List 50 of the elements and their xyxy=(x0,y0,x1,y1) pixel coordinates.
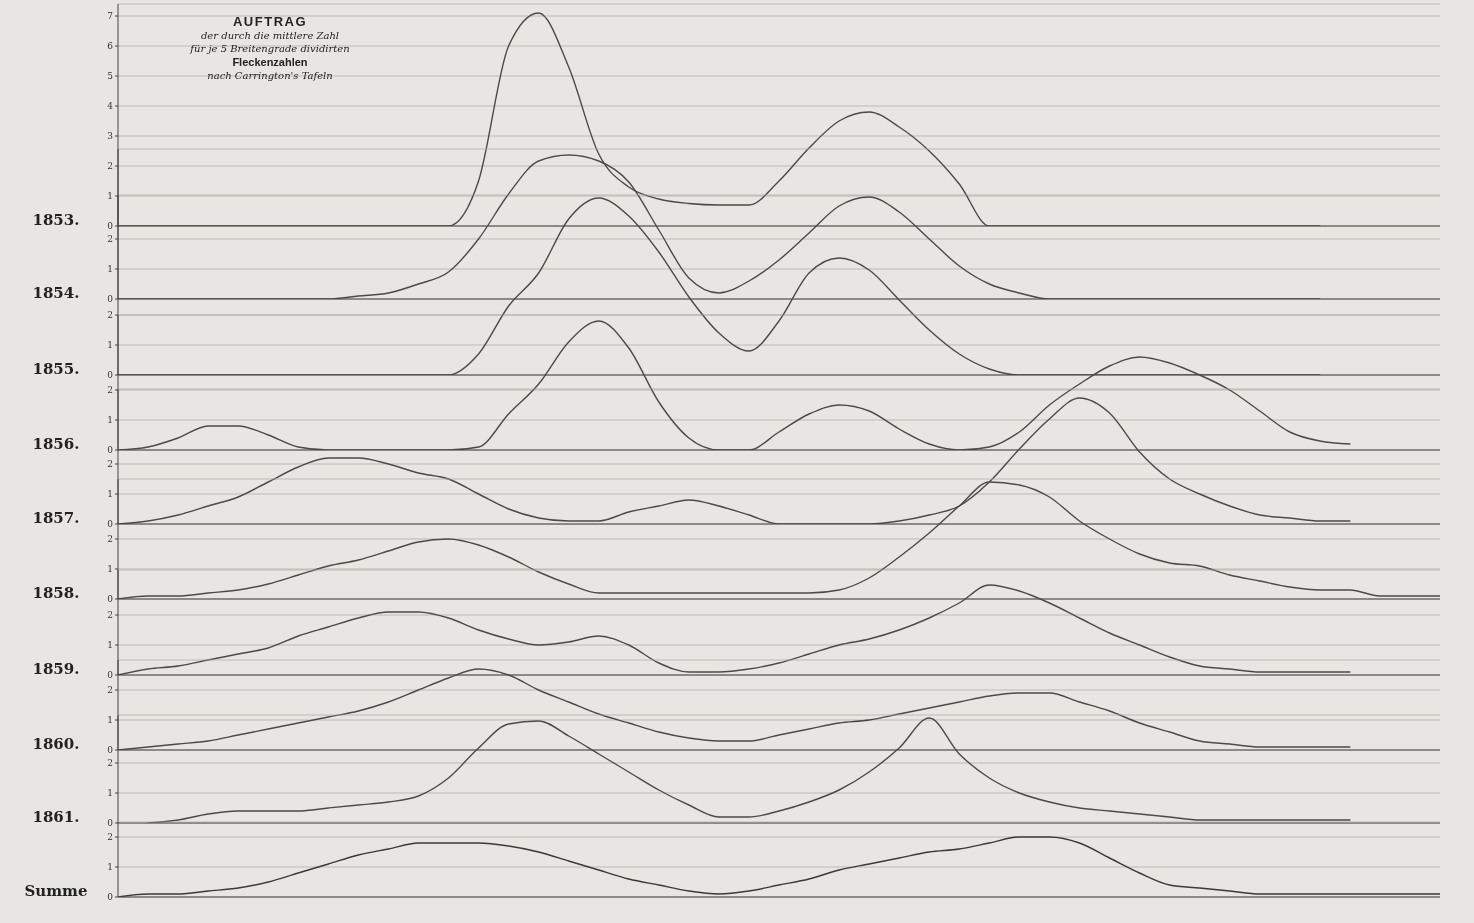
y-tick-label: 3 xyxy=(107,131,114,142)
y-tick-label: 1 xyxy=(107,640,113,651)
y-tick-label: 0 xyxy=(107,670,114,681)
y-tick-label: 2 xyxy=(107,385,113,396)
y-tick-label: 1 xyxy=(107,788,113,799)
y-axis-title: 1856. xyxy=(31,435,81,453)
y-tick-label: 2 xyxy=(107,234,113,245)
y-tick-label: 5 xyxy=(107,71,114,82)
y-axis-title: 1854. xyxy=(31,284,81,302)
y-tick-label: 2 xyxy=(107,534,113,545)
y-tick-label: 0 xyxy=(107,370,114,381)
y-tick-label: 0 xyxy=(107,294,114,305)
y-tick-label: 0 xyxy=(107,519,114,530)
y-tick-label: 0 xyxy=(107,445,114,456)
y-tick-label: 2 xyxy=(107,758,113,769)
y-axis-title: 1861. xyxy=(31,808,81,826)
y-axis-title: 1853. xyxy=(31,211,81,229)
y-tick-label: 1 xyxy=(107,415,113,426)
y-tick-label: 1 xyxy=(107,264,113,275)
y-axis-title: 1857. xyxy=(31,509,81,527)
y-tick-label: 7 xyxy=(107,11,114,22)
y-tick-label: 1 xyxy=(107,191,113,202)
y-tick-label: 0 xyxy=(107,594,114,605)
annotation: nach Carrington's Tafeln xyxy=(206,69,334,82)
annotation: Fleckenzahlen xyxy=(231,55,309,69)
annotation: der durch die mittlere Zahl xyxy=(199,29,341,42)
y-tick-label: 0 xyxy=(107,745,114,756)
y-tick-label: 1 xyxy=(107,862,113,873)
y-tick-label: 2 xyxy=(107,310,113,321)
y-tick-label: 2 xyxy=(107,161,113,172)
y-tick-label: 2 xyxy=(107,832,113,843)
text: AUFTRAG xyxy=(231,14,308,29)
y-tick-label: 1 xyxy=(107,489,113,500)
y-tick-label: 4 xyxy=(107,101,114,112)
annotation: für je 5 Breitengrade dividirten xyxy=(189,42,351,55)
y-tick-label: 0 xyxy=(107,818,114,829)
y-tick-label: 2 xyxy=(107,685,113,696)
y-axis-title: Summe xyxy=(23,882,89,900)
y-tick-label: 6 xyxy=(107,41,114,52)
y-tick-label: 2 xyxy=(107,459,113,470)
y-axis-title: 1858. xyxy=(31,584,81,602)
y-axis-title: 1859. xyxy=(31,660,81,678)
y-tick-label: 2 xyxy=(107,610,113,621)
y-tick-label: 1 xyxy=(107,715,113,726)
y-tick-label: 0 xyxy=(107,221,114,232)
y-tick-label: 0 xyxy=(107,892,114,903)
y-axis-title: 1860. xyxy=(31,735,81,753)
y-tick-label: 1 xyxy=(107,564,113,575)
y-axis-title: 1855. xyxy=(31,360,81,378)
y-tick-label: 1 xyxy=(107,340,113,351)
